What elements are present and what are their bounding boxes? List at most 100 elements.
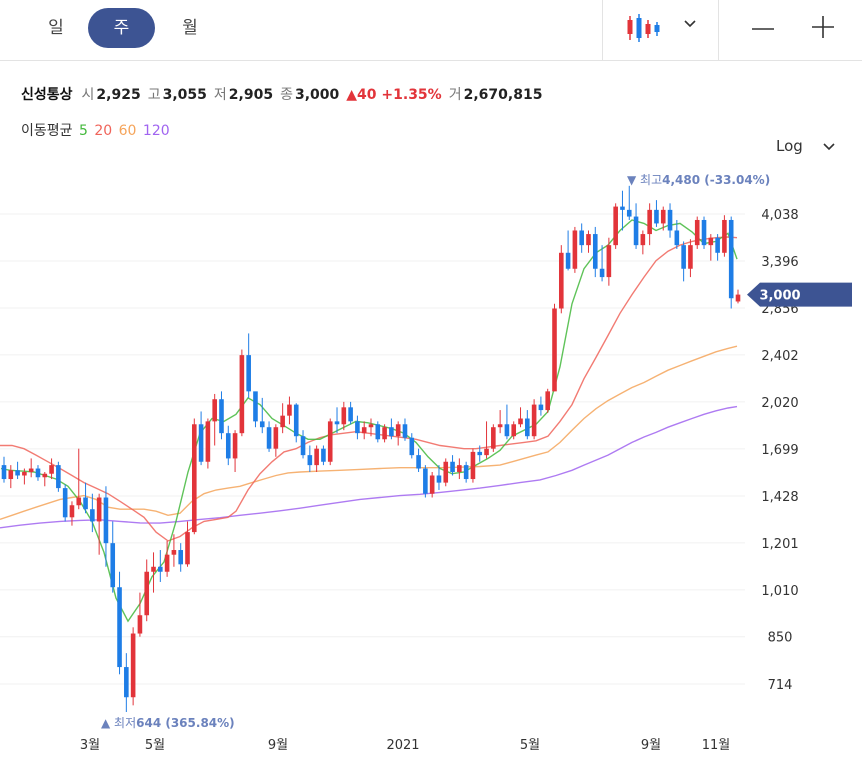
candle[interactable] xyxy=(586,230,591,253)
candle[interactable] xyxy=(307,445,313,472)
candle[interactable] xyxy=(640,230,646,255)
candle[interactable] xyxy=(402,418,408,441)
minus-icon[interactable] xyxy=(750,16,776,42)
candle[interactable] xyxy=(470,448,476,483)
candle[interactable] xyxy=(389,418,394,440)
candle[interactable] xyxy=(361,421,367,440)
candle[interactable] xyxy=(28,458,34,478)
candle[interactable] xyxy=(259,397,265,434)
candle[interactable] xyxy=(722,215,727,257)
candle[interactable] xyxy=(504,404,510,440)
candle[interactable] xyxy=(654,200,659,227)
candle[interactable] xyxy=(463,461,469,483)
candle[interactable] xyxy=(443,458,449,487)
candle[interactable] xyxy=(674,219,680,249)
candle[interactable] xyxy=(178,543,184,572)
candle[interactable] xyxy=(334,407,340,434)
plus-icon[interactable] xyxy=(810,14,836,40)
candle[interactable] xyxy=(667,203,673,238)
candle[interactable] xyxy=(15,461,20,480)
candle[interactable] xyxy=(599,245,605,282)
candle[interactable] xyxy=(708,234,714,261)
candle[interactable] xyxy=(239,349,245,437)
tab-weekly[interactable]: 주 xyxy=(88,8,155,48)
candle[interactable] xyxy=(151,552,156,593)
candle[interactable] xyxy=(110,521,116,593)
candle[interactable] xyxy=(280,403,285,434)
candle[interactable] xyxy=(491,424,496,452)
candlestick-icon[interactable] xyxy=(626,12,662,44)
candle[interactable] xyxy=(103,486,109,567)
candle[interactable] xyxy=(348,401,353,425)
candle[interactable] xyxy=(620,190,625,231)
candle[interactable] xyxy=(728,216,734,309)
candle[interactable] xyxy=(287,396,292,425)
candle[interactable] xyxy=(327,418,333,466)
candle[interactable] xyxy=(694,216,700,249)
candle[interactable] xyxy=(552,303,557,392)
candle[interactable] xyxy=(205,418,211,469)
candle[interactable] xyxy=(579,223,584,253)
candle[interactable] xyxy=(56,461,61,492)
candle[interactable] xyxy=(76,448,82,510)
candle[interactable] xyxy=(484,421,489,459)
candle[interactable] xyxy=(62,484,68,522)
candle[interactable] xyxy=(171,534,177,567)
candle[interactable] xyxy=(606,237,612,286)
candle[interactable] xyxy=(436,465,442,490)
candle[interactable] xyxy=(35,465,41,481)
candle[interactable] xyxy=(375,421,381,443)
candle[interactable] xyxy=(592,226,598,278)
candle[interactable] xyxy=(511,421,517,440)
candle[interactable] xyxy=(185,521,190,567)
candle[interactable] xyxy=(531,399,537,440)
candle[interactable] xyxy=(300,430,306,459)
candle[interactable] xyxy=(477,445,483,462)
candle[interactable] xyxy=(416,448,421,472)
tab-daily[interactable]: 일 xyxy=(48,18,64,38)
candle[interactable] xyxy=(701,216,707,249)
candle[interactable] xyxy=(273,424,279,457)
candle[interactable] xyxy=(660,206,666,231)
candle[interactable] xyxy=(525,410,530,440)
candle[interactable] xyxy=(538,396,544,416)
candle[interactable] xyxy=(232,430,238,472)
ma-20-label[interactable]: 20 xyxy=(94,123,113,139)
candle[interactable] xyxy=(198,411,204,466)
candle[interactable] xyxy=(558,245,564,314)
candle[interactable] xyxy=(137,592,143,637)
candle[interactable] xyxy=(246,333,251,398)
candle[interactable] xyxy=(253,391,258,428)
candle[interactable] xyxy=(8,465,14,489)
candle[interactable] xyxy=(382,424,387,443)
candle[interactable] xyxy=(144,559,150,622)
candle[interactable] xyxy=(42,471,48,487)
candle[interactable] xyxy=(219,391,224,440)
candle[interactable] xyxy=(423,465,428,498)
candle[interactable] xyxy=(124,653,129,712)
candle[interactable] xyxy=(688,239,693,278)
candle[interactable] xyxy=(497,410,503,434)
candle[interactable] xyxy=(626,185,632,220)
candle[interactable] xyxy=(565,230,571,271)
candle[interactable] xyxy=(96,493,102,555)
scale-selector[interactable]: Log xyxy=(776,137,835,155)
candle[interactable] xyxy=(545,388,551,413)
candle[interactable] xyxy=(191,418,197,535)
candle[interactable] xyxy=(572,226,578,273)
candle[interactable] xyxy=(409,433,415,459)
tab-monthly[interactable]: 월 xyxy=(182,18,198,38)
candle[interactable] xyxy=(90,493,95,533)
candle[interactable] xyxy=(518,407,523,428)
candle[interactable] xyxy=(633,203,639,249)
candle[interactable] xyxy=(341,401,347,431)
candle[interactable] xyxy=(22,468,27,485)
candle[interactable] xyxy=(130,627,136,706)
candle[interactable] xyxy=(158,550,163,582)
candle[interactable] xyxy=(266,421,272,452)
ma-5-label[interactable]: 5 xyxy=(78,123,88,139)
candle[interactable] xyxy=(164,540,170,577)
candle[interactable] xyxy=(1,456,7,483)
ma-120-label[interactable]: 120 xyxy=(142,123,170,139)
candle[interactable] xyxy=(321,445,326,466)
